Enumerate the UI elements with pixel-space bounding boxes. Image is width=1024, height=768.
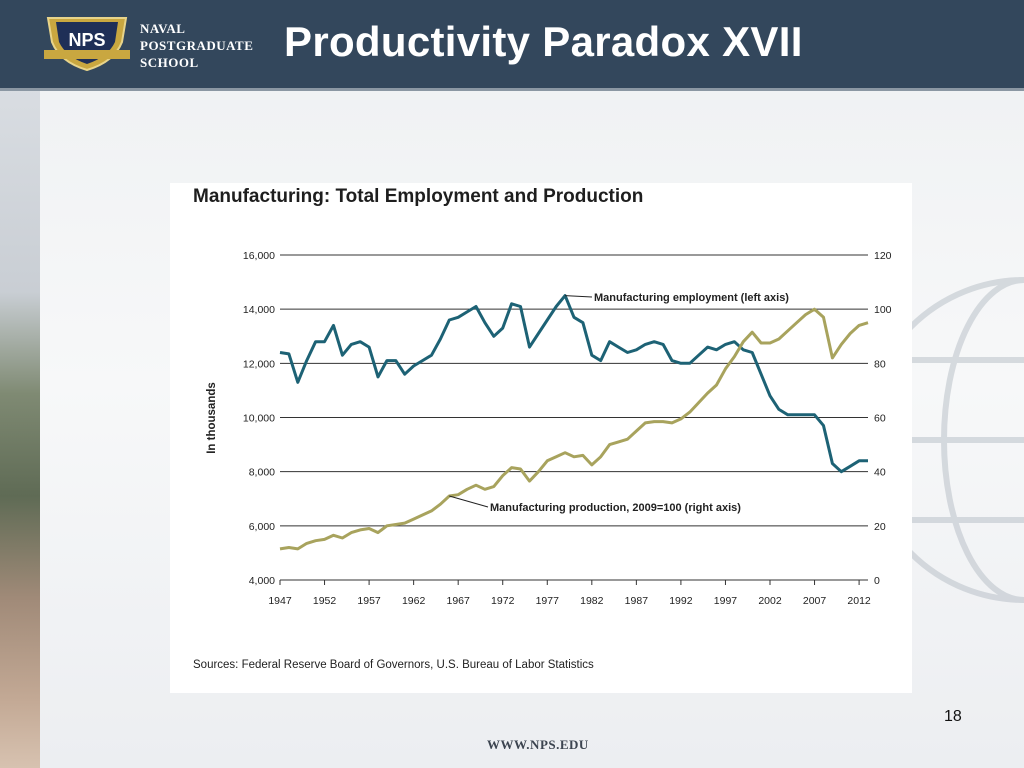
school-name: NAVAL POSTGRADUATE SCHOOL [140, 20, 253, 71]
chart-source: Sources: Federal Reserve Board of Govern… [193, 659, 594, 671]
y-tick-label: 14,000 [243, 304, 275, 316]
production-line [279, 307, 869, 551]
x-tick-label: 1977 [536, 595, 560, 607]
school-line-3: SCHOOL [140, 55, 199, 70]
y2-tick-label: 0 [874, 575, 880, 587]
footer-url: WWW.NPS.EDU [487, 737, 589, 752]
y-tick-label: 16,000 [243, 250, 275, 262]
header-bar: NPS NAVAL POSTGRADUATE SCHOOL Productivi… [0, 0, 1024, 91]
y-tick-label: 10,000 [243, 413, 275, 425]
y2-tick-label: 80 [874, 358, 886, 370]
x-tick-label: 2002 [758, 595, 782, 607]
x-tick-label: 1957 [357, 595, 381, 607]
y2-tick-label: 20 [874, 521, 886, 533]
school-line-2: POSTGRADUATE [140, 38, 254, 53]
x-tick-label: 1947 [268, 595, 292, 607]
y2-tick-label: 120 [874, 250, 892, 262]
chart-panel [170, 183, 912, 693]
y-tick-label: 6,000 [249, 521, 275, 533]
y-tick-label: 8,000 [249, 467, 275, 479]
production-annotation: Manufacturing production, 2009=100 (righ… [490, 502, 741, 514]
x-tick-label: 2007 [803, 595, 827, 607]
x-tick-label: 1972 [491, 595, 515, 607]
production-annotation-leader [449, 495, 489, 508]
chart-title: Manufacturing: Total Employment and Prod… [193, 186, 644, 207]
y-axis-label: In thousands [206, 382, 218, 454]
school-line-1: NAVAL [140, 21, 186, 36]
page-number: 18 [944, 708, 962, 725]
x-tick-label: 2012 [847, 595, 871, 607]
y-tick-label: 4,000 [249, 575, 275, 587]
y2-tick-label: 100 [874, 304, 892, 316]
y2-tick-label: 60 [874, 413, 886, 425]
svg-text:NPS: NPS [68, 30, 105, 50]
x-tick-label: 1967 [447, 595, 471, 607]
nps-shield-logo: NPS [44, 17, 130, 72]
x-tick-label: 1982 [580, 595, 604, 607]
y-tick-label: 12,000 [243, 358, 275, 370]
x-tick-label: 1952 [313, 595, 337, 607]
campus-photo-strip [0, 88, 40, 768]
employment-annotation: Manufacturing employment (left axis) [594, 292, 789, 304]
slide-title: Productivity Paradox XVII [284, 18, 803, 65]
x-tick-label: 1962 [402, 595, 426, 607]
employment-annotation-leader [565, 295, 593, 298]
x-tick-label: 1992 [669, 595, 693, 607]
employment-line [279, 294, 868, 474]
x-tick-label: 1997 [714, 595, 738, 607]
y2-tick-label: 40 [874, 467, 886, 479]
x-tick-label: 1987 [625, 595, 649, 607]
